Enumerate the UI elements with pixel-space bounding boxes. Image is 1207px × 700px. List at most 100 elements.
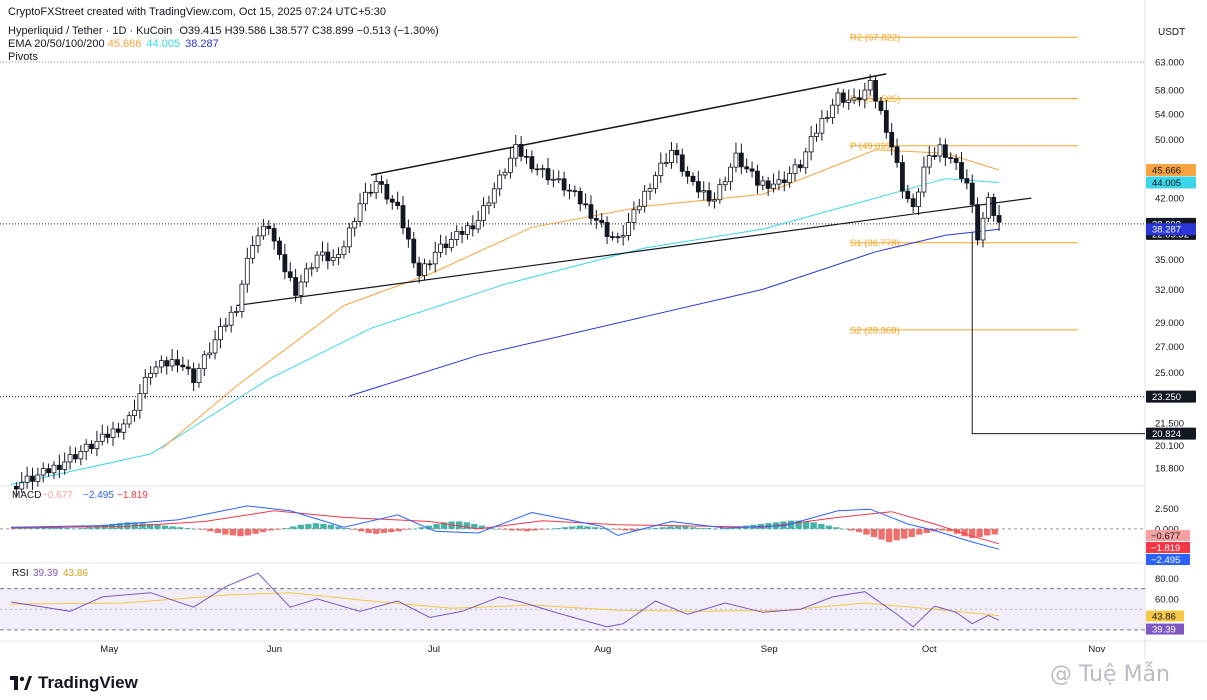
macd-histogram-bar — [124, 522, 131, 529]
candle-body — [615, 236, 621, 239]
candle-body — [830, 104, 836, 119]
candle-body — [658, 162, 664, 177]
candle-body — [508, 157, 513, 173]
candle-body — [244, 257, 250, 285]
candle-body — [116, 428, 121, 433]
macd-histogram-bar — [146, 523, 154, 529]
macd-histogram-bar — [78, 528, 86, 529]
price-tag-label: 23.250 — [1152, 392, 1181, 403]
rsi-legend-ma: 43.86 — [63, 568, 88, 579]
macd-histogram-bar — [207, 528, 214, 532]
candle-body — [56, 464, 62, 470]
candle-body — [803, 151, 809, 169]
candle-body — [926, 155, 932, 168]
candle-body — [593, 217, 599, 221]
macd-histogram-bar — [335, 526, 342, 529]
macd-histogram-bar — [388, 528, 395, 533]
candle-body — [776, 179, 782, 185]
candle-body — [389, 198, 395, 203]
candle-body — [416, 262, 422, 277]
macd-histogram-bar — [222, 528, 229, 535]
candle-body — [980, 217, 986, 241]
candle-body — [851, 97, 857, 101]
y-tick-label: 20.100 — [1155, 441, 1184, 452]
macd-legend-macd: −2.495 — [83, 490, 114, 501]
candle-body — [481, 205, 486, 221]
candle-body — [631, 209, 637, 223]
macd-histogram-bar — [554, 528, 561, 529]
candle-body — [287, 271, 293, 278]
macd-histogram-bar — [621, 528, 629, 531]
ema100-line — [10, 178, 1000, 485]
candle-body — [674, 149, 680, 156]
tradingview-logo-icon — [10, 676, 32, 690]
macd-histogram-bar — [154, 524, 161, 529]
candle-body — [647, 188, 653, 192]
x-tick-label: Jul — [428, 644, 440, 655]
candle-body — [185, 366, 191, 370]
candle-body — [964, 178, 970, 184]
candle-body — [212, 339, 218, 354]
candle-body — [910, 198, 916, 208]
candle-body — [819, 118, 825, 134]
candle-body — [448, 239, 454, 249]
candle-body — [738, 152, 744, 168]
tradingview-logo[interactable]: TradingView — [10, 673, 138, 693]
macd-histogram-bar — [697, 528, 704, 529]
macd-histogram-bar — [893, 528, 900, 541]
ema50-value: 45.666 — [107, 38, 142, 50]
candle-body — [175, 359, 180, 366]
candle-body — [379, 181, 384, 185]
pivot-label: S2 (28.368) — [850, 325, 900, 336]
candle-body — [685, 170, 691, 177]
macd-histogram-bar — [290, 526, 297, 529]
macd-histogram-bar — [274, 528, 282, 530]
candle-body — [921, 166, 927, 193]
macd-histogram-bar — [523, 528, 531, 532]
candle-body — [314, 254, 320, 269]
candle-body — [599, 219, 605, 223]
macd-histogram-bar — [825, 525, 832, 529]
x-tick-label: Aug — [594, 644, 611, 655]
ema200-line — [349, 228, 1000, 397]
macd-histogram-bar — [425, 525, 433, 529]
macd-histogram-bar — [395, 528, 403, 532]
candle-body — [164, 360, 170, 367]
candle-body — [534, 168, 540, 171]
y-tick-label: 25.000 — [1155, 368, 1184, 379]
x-tick-label: May — [100, 644, 118, 655]
price-tag-label: 44.005 — [1152, 178, 1181, 189]
macd-histogram-bar — [456, 521, 463, 529]
candle-body — [142, 377, 148, 395]
candle-body — [255, 235, 261, 246]
candle-body — [749, 168, 755, 172]
candle-body — [62, 461, 68, 470]
candle-body — [840, 92, 846, 103]
candle-body — [953, 158, 959, 163]
price-tag — [1146, 164, 1196, 177]
ema50-line — [161, 149, 1000, 450]
candle-body — [556, 178, 562, 181]
macd-histogram-bar — [720, 528, 727, 529]
macd-histogram-bar — [267, 528, 274, 531]
candle-body — [126, 415, 132, 425]
candle-body — [948, 157, 954, 159]
macd-histogram-bar — [403, 528, 410, 530]
macd-histogram-bar — [795, 520, 802, 529]
candle-body — [336, 254, 341, 259]
candle-body — [330, 257, 336, 262]
candle-body — [792, 164, 798, 175]
candle-body — [298, 281, 304, 296]
candle-body — [266, 225, 272, 229]
candle-body — [642, 190, 648, 207]
rsi-y-tick: 80.00 — [1155, 574, 1179, 585]
candle-body — [121, 423, 127, 433]
candle-body — [78, 451, 84, 460]
candle-body — [35, 474, 41, 482]
macd-histogram-bar — [433, 523, 440, 529]
candle-body — [985, 196, 991, 219]
candle-body — [695, 181, 701, 193]
macd-y-tick: 2.500 — [1155, 504, 1179, 515]
y-tick-label: 63.000 — [1155, 58, 1184, 69]
